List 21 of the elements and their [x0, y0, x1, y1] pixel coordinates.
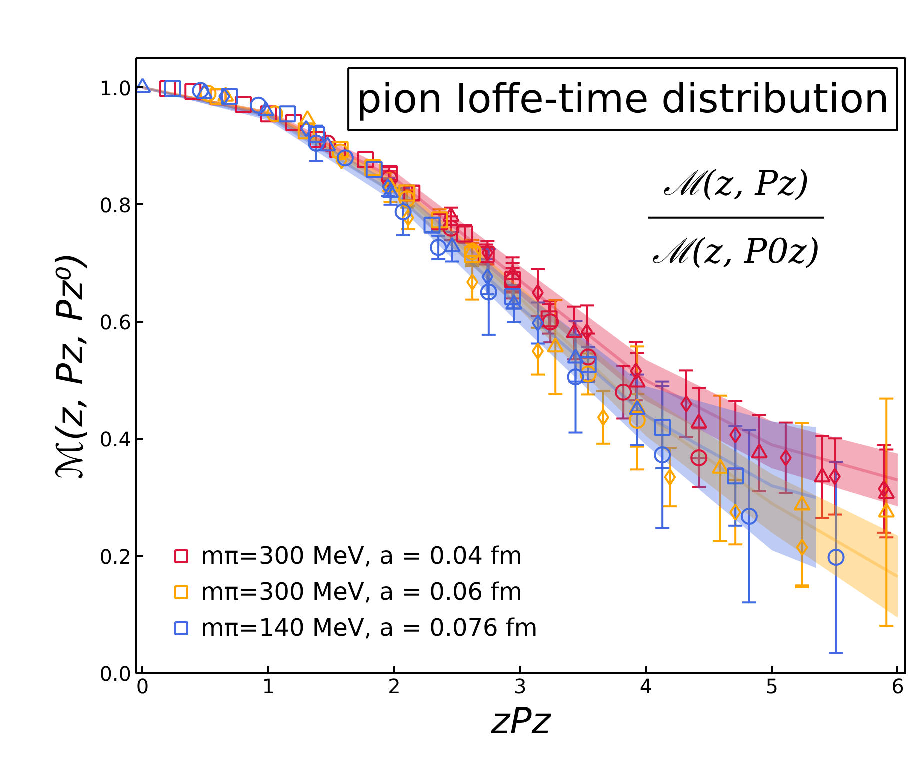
y-tick-label: 0.6 [100, 310, 132, 335]
y-axis-title: ℳ(z, Pz, Pz⁰) [50, 252, 92, 480]
x-tick-label: 6 [892, 674, 904, 698]
annotation: ℳ(z, P0z) [652, 232, 820, 272]
y-tick-label: 0.2 [100, 544, 132, 569]
y-tick-label: 0.0 [100, 662, 132, 686]
annotation: ℳ(z, Pz) [663, 164, 810, 204]
text: pion Ioffe-time distribution [356, 76, 890, 122]
x-tick-label: 1 [262, 674, 276, 698]
y-tick-label: 1.0 [100, 76, 132, 100]
x-tick-label: 3 [514, 674, 527, 698]
x-tick-label: 5 [766, 674, 778, 698]
x-axis-title: zPz [490, 702, 552, 742]
x-tick-label: 0 [136, 674, 150, 698]
x-tick-label: 4 [640, 674, 653, 698]
legend-label: mπ=300 MeV, a = 0.06 fm [201, 578, 522, 606]
x-tick-label: 2 [388, 674, 401, 698]
legend-label: mπ=300 MeV, a = 0.04 fm [201, 542, 522, 570]
y-tick-label: 0.8 [100, 193, 132, 218]
y-tick-label: 0.4 [100, 428, 132, 452]
legend-label: mπ=140 MeV, a = 0.076 fm [201, 614, 538, 642]
